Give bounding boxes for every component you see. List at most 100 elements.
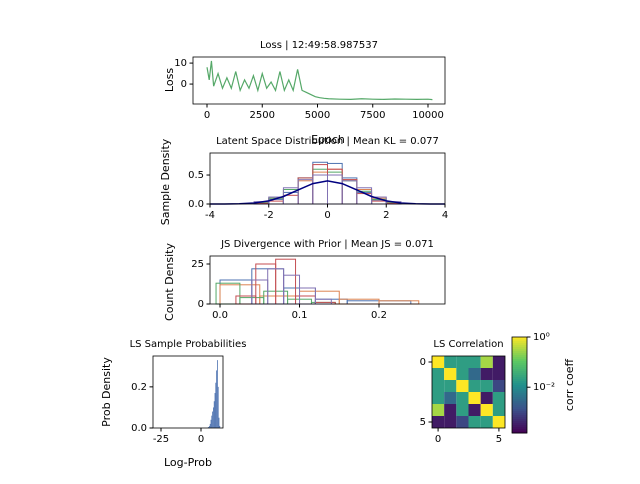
heatmap-cell (493, 404, 505, 416)
heatmap-cell (456, 356, 468, 368)
y-tick-label: 0.0 (188, 199, 204, 210)
x-tick-label: -4 (205, 210, 215, 221)
histogram-bar (215, 393, 216, 428)
colorbar-label: corr coeff (563, 358, 576, 411)
histogram-bar (213, 407, 214, 428)
histogram-step (283, 192, 298, 204)
x-tick-label: 4 (442, 210, 448, 221)
heatmap-cell (432, 416, 444, 428)
heatmap-cell (493, 356, 505, 368)
y-tick-label: 0 (181, 79, 187, 90)
heatmap-cell (481, 380, 493, 392)
heatmap-cell (456, 416, 468, 428)
heatmap-cell (456, 368, 468, 380)
histogram-step (328, 169, 343, 204)
histogram-step (283, 195, 298, 204)
histogram-bar (212, 412, 213, 428)
heatmap-cell (444, 404, 456, 416)
histogram-step (342, 180, 357, 204)
heatmap-cell (469, 392, 481, 404)
histogram-step (313, 172, 328, 204)
y-tick-label: 0.2 (131, 382, 147, 393)
histogram-step (298, 178, 313, 204)
histogram-step (313, 165, 328, 204)
histogram-bar (210, 424, 211, 428)
y-axis-label: Sample Density (159, 138, 172, 225)
heatmap-cell (432, 380, 444, 392)
heatmap-cell (481, 392, 493, 404)
axes-title: Latent Space Distribution | Mean KL = 0.… (216, 136, 439, 147)
heatmap-cell (432, 368, 444, 380)
histogram-step (298, 178, 313, 204)
x-tick-label: 2 (383, 210, 389, 221)
histogram-step (342, 178, 357, 204)
histogram-step (298, 178, 313, 204)
heatmap-cell (481, 368, 493, 380)
y-axis-label: Prob Density (100, 357, 113, 427)
axes-title: LS Correlation (433, 339, 503, 350)
y-tick-label: 10 (174, 58, 187, 69)
histogram-step (276, 259, 296, 304)
histogram-step (342, 180, 357, 204)
heatmap-cell (444, 380, 456, 392)
histogram-bar (217, 360, 218, 428)
heatmap-cell (469, 404, 481, 416)
heatmap-cell (481, 356, 493, 368)
heatmap-cell (493, 368, 505, 380)
histogram-step (328, 172, 343, 204)
histogram-bar (218, 387, 219, 428)
histogram-bar (219, 418, 220, 428)
y-tick-label: 5 (420, 417, 426, 428)
heatmap-cell (481, 416, 493, 428)
heatmap-cell (432, 356, 444, 368)
heatmap-cell (469, 368, 481, 380)
heatmap-cell (444, 416, 456, 428)
heatmap-cell (444, 356, 456, 368)
histogram-step (339, 299, 379, 304)
x-tick-label: 5000 (305, 110, 330, 121)
x-tick-label: 0 (324, 210, 330, 221)
colorbar-tick-label: 10⁰ (533, 332, 550, 343)
heatmap-cell (432, 404, 444, 416)
heatmap-cell (493, 416, 505, 428)
x-tick-label: -25 (153, 434, 169, 445)
heatmap-cell (493, 380, 505, 392)
histogram-bar (211, 420, 212, 428)
heatmap-cell (469, 356, 481, 368)
histogram-bar (211, 416, 212, 428)
y-tick-label: 0.0 (131, 423, 147, 434)
histogram-step (328, 175, 343, 204)
heatmap-cell (456, 392, 468, 404)
x-axis-label: Log-Prob (164, 456, 212, 469)
x-tick-label: 2500 (250, 110, 275, 121)
x-tick-label: 5 (496, 434, 502, 445)
axes-title: LS Sample Probabilities (130, 339, 247, 350)
heatmap-cell (493, 392, 505, 404)
y-tick-label: 0 (420, 357, 426, 368)
y-axis-label: Loss (163, 68, 176, 92)
histogram-step (313, 175, 328, 204)
x-tick-label: 7500 (360, 110, 385, 121)
heatmap-cell (469, 380, 481, 392)
histogram-bar (214, 401, 215, 428)
histogram-step (260, 296, 300, 304)
histogram-step (328, 169, 343, 204)
x-tick-label: -2 (264, 210, 274, 221)
heatmap-cell (456, 380, 468, 392)
axes-title: JS Divergence with Prior | Mean JS = 0.0… (220, 239, 434, 250)
y-tick-label: 0.5 (188, 170, 204, 181)
loss-line (207, 61, 432, 100)
heatmap-cell (444, 392, 456, 404)
x-tick-label: 0 (435, 434, 441, 445)
heatmap-cell (444, 368, 456, 380)
heatmap-cell (456, 404, 468, 416)
x-tick-label: 10000 (412, 110, 444, 121)
colorbar-tick-label: 10⁻² (533, 382, 555, 393)
heatmap-cell (481, 404, 493, 416)
x-tick-label: 0.0 (212, 310, 228, 321)
x-tick-label: 0 (198, 434, 204, 445)
x-tick-label: 0.1 (292, 310, 308, 321)
histogram-step (379, 301, 419, 304)
